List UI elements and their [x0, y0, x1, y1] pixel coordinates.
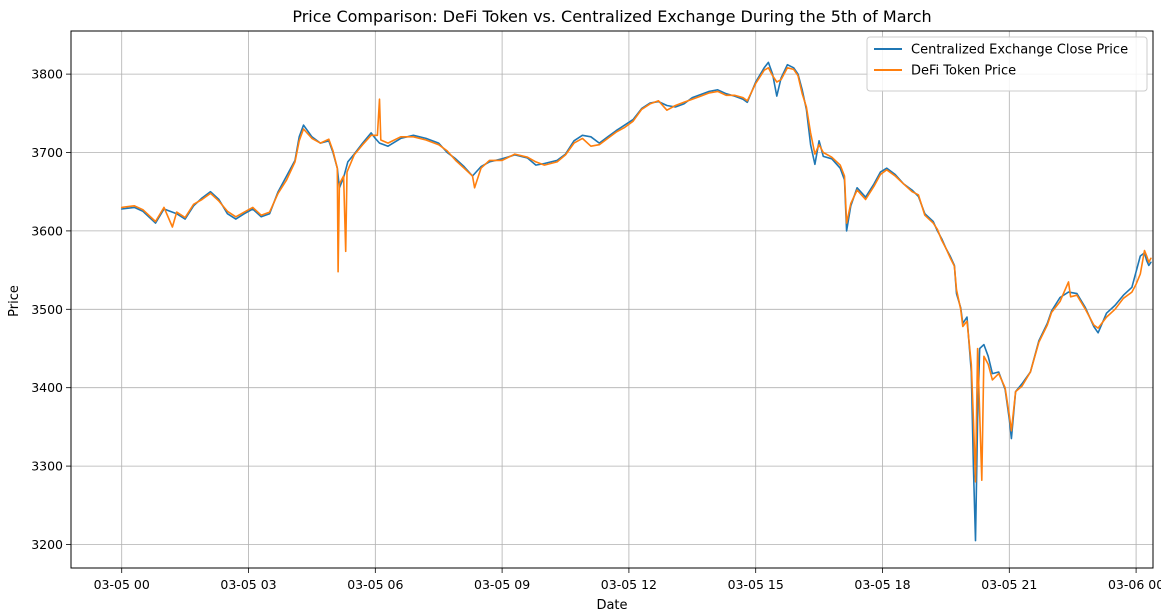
x-tick-label: 03-06 00	[1108, 577, 1161, 592]
y-tick-label: 3300	[31, 459, 63, 474]
y-tick-label: 3500	[31, 302, 63, 317]
x-tick-label: 03-05 03	[220, 577, 276, 592]
x-axis-ticks: 03-05 00 03-05 03 03-05 06 03-05 09 03-05 12…	[94, 568, 1161, 592]
grid	[71, 31, 1153, 568]
x-tick-label: 03-05 06	[347, 577, 403, 592]
y-tick-label: 3700	[31, 145, 63, 160]
plot-area-frame	[70, 30, 1154, 569]
x-tick-label: 03-05 18	[854, 577, 910, 592]
x-tick-label: 03-05 00	[94, 577, 150, 592]
series-lines	[120, 61, 1152, 542]
legend-label: DeFi Token Price	[911, 64, 1016, 79]
y-axis-ticks: 3200 3300 3400 3500 3600 3700 3800	[31, 67, 71, 552]
series-line-defi-token	[120, 67, 1152, 483]
legend-box	[866, 36, 1148, 92]
legend: Centralized Exchange Close Price DeFi Tok…	[866, 36, 1148, 92]
x-tick-label: 03-05 09	[474, 577, 530, 592]
x-axis-label: Date	[596, 598, 627, 613]
y-tick-label: 3600	[31, 223, 63, 238]
x-tick-label: 03-05 21	[981, 577, 1037, 592]
y-tick-label: 3400	[31, 380, 63, 395]
legend-label: Centralized Exchange Close Price	[911, 43, 1128, 58]
y-tick-label: 3800	[31, 67, 63, 82]
y-tick-label: 3200	[31, 537, 63, 552]
x-tick-label: 03-05 12	[601, 577, 657, 592]
y-axis-label: Price	[7, 285, 22, 317]
x-tick-label: 03-05 15	[728, 577, 784, 592]
chart-title: Price Comparison: DeFi Token vs. Central…	[292, 7, 931, 26]
